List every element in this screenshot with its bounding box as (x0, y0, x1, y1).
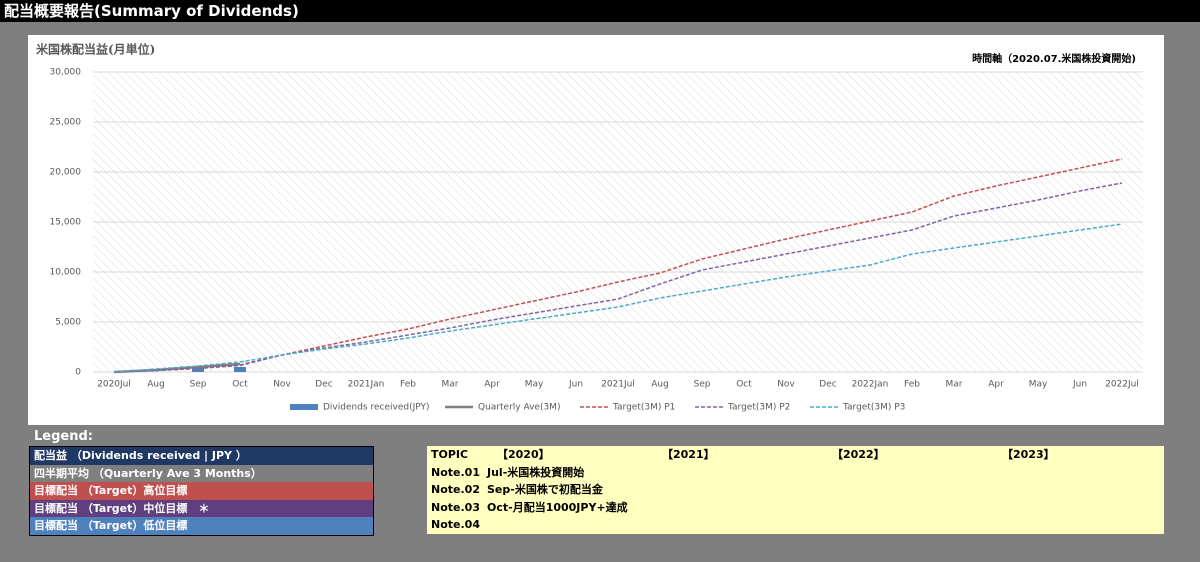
legend-label: Dividends received(JPY) (323, 403, 429, 413)
legend-row: 四半期平均 （Quarterly Ave 3 Months） (30, 464, 373, 483)
legend-box: 配当益 （Dividends received | JPY ）四半期平均 （Qu… (29, 446, 374, 536)
x-tick-label: Feb (400, 380, 416, 390)
note-text: Note.02 (431, 483, 480, 497)
legend-label: Target(3M) P1 (612, 403, 675, 413)
note-header: 【2023】 (1002, 448, 1055, 461)
x-tick-label: Apr (988, 380, 1004, 390)
bar (234, 367, 246, 372)
x-tick-label: 2021Jul (601, 380, 635, 390)
note-header: 【2020】 (497, 448, 550, 461)
legend-label: Target(3M) P3 (842, 403, 905, 413)
x-tick-label: Oct (232, 380, 248, 390)
x-tick-label: Dec (315, 380, 332, 390)
y-tick-label: 20,000 (50, 168, 82, 178)
x-tick-label: Mar (946, 380, 963, 390)
x-tick-label: Nov (777, 380, 795, 390)
note-header: TOPIC (431, 448, 469, 461)
chart-title: 米国株配当益(月単位) (36, 42, 155, 57)
x-tick-label: Dec (819, 380, 836, 390)
legend-label: Quarterly Ave(3M) (478, 403, 560, 413)
legend-row: 目標配当 （Target）中位目標 ＊ (30, 499, 373, 518)
y-tick-label: 10,000 (50, 268, 82, 278)
x-tick-label: May (525, 380, 544, 390)
legend-row: 目標配当 （Target）低位目標 (30, 517, 373, 535)
x-tick-label: Jun (1072, 380, 1087, 390)
note-row: Note.04 (427, 516, 1164, 534)
note-text: Note.03 (431, 500, 480, 514)
legend-label: Target(3M) P2 (727, 403, 790, 413)
note-text: Sep-米国株で初配当金 (487, 483, 603, 497)
x-tick-label: Sep (190, 380, 207, 390)
note-row: Note.02 Sep-米国株で初配当金 (427, 481, 1164, 499)
chart-annotation: 時間軸（2020.07.米国株投資開始) (972, 52, 1136, 65)
note-text: Oct-月配当1000JPY+達成 (487, 500, 628, 514)
legend-row: 目標配当 （Target）高位目標 (30, 482, 373, 500)
y-tick-label: 30,000 (50, 68, 82, 78)
x-tick-label: 2022Jul (1105, 380, 1139, 390)
chart-panel: 米国株配当益(月単位) 時間軸（2020.07.米国株投資開始) 0 5,000 1… (28, 35, 1164, 425)
line-series (113, 223, 1123, 373)
legend-row: 配当益 （Dividends received | JPY ） (30, 447, 373, 465)
note-text: Note.04 (431, 518, 480, 532)
x-tick-label: Oct (736, 380, 752, 390)
x-tick-label: 2021Jan (348, 380, 385, 390)
x-tick-label: Sep (694, 380, 711, 390)
x-tick-label: Apr (484, 380, 500, 390)
y-tick-label: 5,000 (55, 318, 81, 328)
legend-title: Legend: (34, 429, 93, 444)
x-tick-label: 2022Jan (852, 380, 889, 390)
x-tick-label: Jun (568, 380, 583, 390)
legend-swatch (290, 404, 318, 410)
note-row: TOPIC 【2020】 【2021】 【2022】 【2023】 (427, 446, 1164, 464)
x-tick-label: Nov (273, 380, 291, 390)
x-tick-label: May (1029, 380, 1048, 390)
page-title: 配当概要報告(Summary of Dividends) (0, 0, 1200, 22)
x-tick-label: 2020Jul (97, 380, 131, 390)
x-tick-label: Mar (442, 380, 459, 390)
notes-panel: TOPIC 【2020】 【2021】 【2022】 【2023】 Note.01 Jul-… (427, 446, 1164, 534)
y-tick-label: 0 (75, 368, 81, 378)
y-tick-label: 15,000 (50, 218, 82, 228)
chart: 米国株配当益(月単位) 時間軸（2020.07.米国株投資開始) 0 5,000 1… (36, 42, 1143, 413)
note-row: Note.03 Oct-月配当1000JPY+達成 (427, 499, 1164, 517)
note-text: Note.01 (431, 465, 480, 479)
note-text: Jul-米国株投資開始 (487, 465, 585, 479)
note-row: Note.01 Jul-米国株投資開始 (427, 464, 1164, 482)
x-tick-label: Aug (147, 380, 165, 390)
note-header: 【2021】 (662, 448, 715, 461)
x-tick-label: Feb (904, 380, 920, 390)
y-tick-label: 25,000 (50, 118, 82, 128)
note-header: 【2022】 (832, 448, 885, 461)
x-tick-label: Aug (651, 380, 669, 390)
